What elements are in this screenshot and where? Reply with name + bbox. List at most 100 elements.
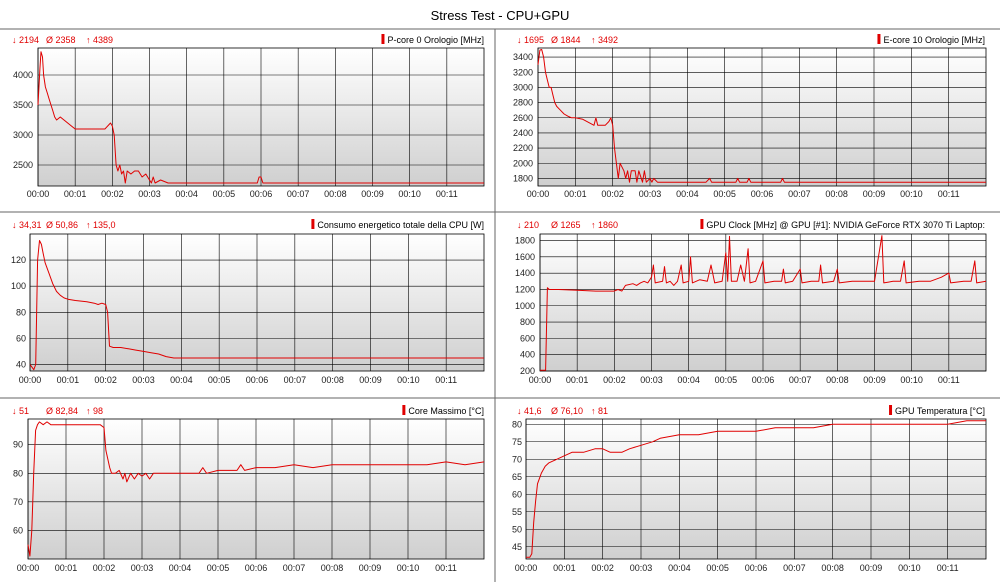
stat-min: ↓ 34,31 <box>12 220 42 230</box>
series-line <box>29 240 484 371</box>
stat-max: ↑ 1860 <box>591 220 618 230</box>
x-tick-label: 00:03 <box>639 189 662 199</box>
x-tick-label: 00:07 <box>283 563 306 573</box>
x-tick-label: 00:09 <box>863 375 886 385</box>
y-tick-label: 1000 <box>515 301 535 311</box>
series-line <box>37 51 484 184</box>
x-tick-label: 00:04 <box>677 375 700 385</box>
x-tick-label: 00:03 <box>630 563 653 573</box>
x-tick-label: 00:05 <box>207 563 230 573</box>
plot-border <box>27 418 485 560</box>
x-tick-label: 00:01 <box>553 563 576 573</box>
stat-avg: Ø 76,10 <box>551 406 583 416</box>
series-line <box>537 49 986 183</box>
x-tick-label: 00:05 <box>208 375 231 385</box>
x-tick-label: 00:10 <box>900 189 923 199</box>
stat-max: ↑ 98 <box>86 406 103 416</box>
x-tick-label: 00:08 <box>321 563 344 573</box>
stat-max: ↑ 3492 <box>591 35 618 45</box>
x-tick-label: 00:07 <box>788 189 811 199</box>
x-tick-label: 00:11 <box>435 375 457 385</box>
x-tick-label: 00:02 <box>101 189 124 199</box>
y-tick-label: 600 <box>520 333 535 343</box>
series-legend-swatch <box>889 405 893 415</box>
x-tick-label: 00:04 <box>170 375 193 385</box>
x-tick-label: 00:09 <box>361 189 384 199</box>
x-tick-label: 00:09 <box>863 189 886 199</box>
y-tick-label: 1800 <box>515 236 535 246</box>
y-tick-label: 2000 <box>513 158 533 168</box>
x-tick-label: 00:00 <box>515 563 538 573</box>
x-tick-label: 00:02 <box>94 375 117 385</box>
chart-panel-gpu_clock: ↓ 210 Ø 1265 ↑ 1860 GPU Clock [MHz] @ GPU [… <box>515 219 987 385</box>
series-title: GPU Temperatura [°C] <box>895 406 985 416</box>
series-title: Core Massimo [°C] <box>408 406 484 416</box>
y-tick-label: 3200 <box>513 67 533 77</box>
y-tick-label: 1400 <box>515 268 535 278</box>
x-tick-label: 00:03 <box>640 375 663 385</box>
x-tick-label: 00:09 <box>359 563 382 573</box>
series-line <box>540 235 987 371</box>
window-title: Stress Test - CPU+GPU <box>430 8 570 23</box>
series-legend-swatch <box>402 405 406 415</box>
x-tick-label: 00:04 <box>169 563 192 573</box>
y-tick-label: 800 <box>520 317 535 327</box>
stat-min: ↓ 2194 <box>12 35 39 45</box>
x-tick-label: 00:01 <box>55 563 78 573</box>
x-tick-label: 00:00 <box>17 563 40 573</box>
stat-avg: Ø 2358 <box>46 35 76 45</box>
plot-border <box>29 233 485 372</box>
y-tick-label: 80 <box>13 468 23 478</box>
series-legend-swatch <box>311 219 315 229</box>
x-tick-label: 00:11 <box>938 189 960 199</box>
stat-min: ↓ 210 <box>517 220 539 230</box>
x-tick-label: 00:00 <box>527 189 550 199</box>
x-tick-label: 00:00 <box>19 375 42 385</box>
chart-panel-core_max: ↓ 51 Ø 82,84 ↑ 98 Core Massimo [°C] 60 70 80 90… <box>12 405 485 573</box>
y-tick-label: 60 <box>512 489 522 499</box>
y-tick-label: 40 <box>16 359 26 369</box>
y-tick-label: 75 <box>512 437 522 447</box>
y-tick-label: 80 <box>512 419 522 429</box>
y-tick-label: 50 <box>512 524 522 534</box>
stat-max: ↑ 135,0 <box>86 220 116 230</box>
x-tick-label: 00:11 <box>436 189 458 199</box>
stat-min: ↓ 41,6 <box>517 406 542 416</box>
y-tick-label: 2400 <box>513 128 533 138</box>
x-tick-label: 00:05 <box>213 189 236 199</box>
y-tick-label: 55 <box>512 507 522 517</box>
y-tick-label: 2500 <box>13 160 33 170</box>
x-tick-label: 00:11 <box>938 375 960 385</box>
x-tick-label: 00:07 <box>789 375 812 385</box>
x-tick-label: 00:02 <box>601 189 624 199</box>
y-tick-label: 200 <box>520 366 535 376</box>
series-title: GPU Clock [MHz] @ GPU [#1]: NVIDIA GeFor… <box>706 220 985 230</box>
x-tick-label: 00:01 <box>564 189 587 199</box>
x-tick-label: 00:06 <box>246 375 269 385</box>
series-title: P-core 0 Orologio [MHz] <box>387 35 484 45</box>
series-legend-swatch <box>700 219 704 229</box>
x-tick-label: 00:04 <box>175 189 198 199</box>
x-tick-label: 00:02 <box>93 563 116 573</box>
stat-avg: Ø 50,86 <box>46 220 78 230</box>
y-tick-label: 400 <box>520 350 535 360</box>
x-tick-label: 00:06 <box>745 563 768 573</box>
x-tick-label: 00:06 <box>752 375 775 385</box>
y-tick-label: 65 <box>512 472 522 482</box>
series-line <box>526 420 986 558</box>
x-tick-label: 00:01 <box>566 375 589 385</box>
plot-border <box>537 47 987 187</box>
stat-avg: Ø 1265 <box>551 220 581 230</box>
x-tick-label: 00:05 <box>713 189 736 199</box>
x-tick-label: 00:10 <box>398 189 421 199</box>
series-title: E-core 10 Orologio [MHz] <box>883 35 985 45</box>
x-tick-label: 00:02 <box>603 375 626 385</box>
x-tick-label: 00:10 <box>397 563 420 573</box>
series-legend-swatch <box>877 34 881 44</box>
chart-panel-cpu_power: ↓ 34,31 Ø 50,86 ↑ 135,0 Consumo energetico … <box>11 219 485 385</box>
y-tick-label: 80 <box>16 307 26 317</box>
y-tick-label: 4000 <box>13 70 33 80</box>
series-line <box>27 421 485 557</box>
x-tick-label: 00:05 <box>715 375 738 385</box>
